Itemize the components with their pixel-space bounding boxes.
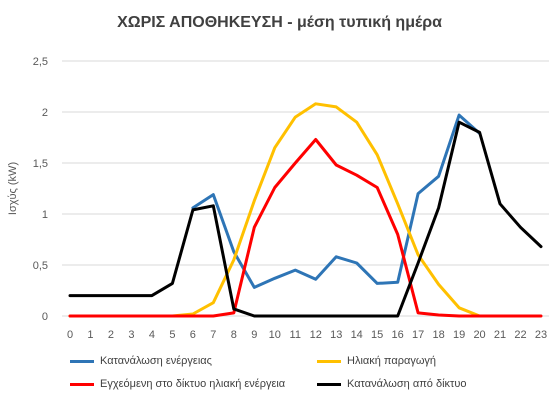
x-tick-label: 17 bbox=[412, 329, 424, 341]
legend-label: Κατανάλωση από δίκτυο bbox=[347, 378, 467, 390]
y-tick-label: 2,5 bbox=[33, 56, 48, 68]
x-tick-label: 23 bbox=[535, 329, 547, 341]
legend-item-consumption: Κατανάλωση ενέργειας bbox=[70, 355, 212, 367]
legend-swatch bbox=[317, 359, 341, 363]
x-tick-label: 16 bbox=[392, 329, 404, 341]
y-tick-label: 1,5 bbox=[33, 158, 48, 170]
legend-label: Κατανάλωση ενέργειας bbox=[100, 355, 212, 367]
y-tick-label: 0,5 bbox=[33, 260, 48, 272]
y-axis-label: Ισχύς (kW) bbox=[7, 162, 19, 215]
x-tick-label: 3 bbox=[128, 329, 134, 341]
x-tick-label: 15 bbox=[371, 329, 383, 341]
x-tick-label: 8 bbox=[231, 329, 237, 341]
x-tick-label: 5 bbox=[169, 329, 175, 341]
legend-swatch bbox=[70, 359, 94, 363]
legend-item-grid-consumption: Κατανάλωση από δίκτυο bbox=[317, 378, 467, 390]
legend-swatch bbox=[317, 382, 341, 386]
x-tick-label: 7 bbox=[210, 329, 216, 341]
x-tick-label: 20 bbox=[473, 329, 485, 341]
chart-title: ΧΩΡΙΣ ΑΠΟΘΗΚΕΥΣΗ - μέση τυπική ημέρα bbox=[117, 14, 442, 31]
x-tick-label: 13 bbox=[330, 329, 342, 341]
legend-item-solar-production: Ηλιακή παραγωγή bbox=[317, 355, 436, 367]
series-line-0 bbox=[191, 113, 482, 289]
x-tick-label: 0 bbox=[67, 329, 73, 341]
x-tick-labels: 0 1 2 3 4 5 6 7 8 9 10 11 12 13 14 15 16 17 18 19 20 21 22 23 bbox=[67, 329, 547, 341]
series-line-1 bbox=[68, 102, 482, 318]
x-tick-label: 14 bbox=[351, 329, 363, 341]
x-tick-label: 19 bbox=[453, 329, 465, 341]
series-line-2 bbox=[68, 138, 543, 318]
x-tick-label: 4 bbox=[149, 329, 155, 341]
y-tick-label: 0 bbox=[42, 311, 48, 323]
x-tick-label: 1 bbox=[87, 329, 93, 341]
x-tick-label: 9 bbox=[251, 329, 257, 341]
x-tick-label: 6 bbox=[190, 329, 196, 341]
x-tick-label: 11 bbox=[290, 329, 301, 341]
legend-label: Ηλιακή παραγωγή bbox=[347, 355, 437, 367]
y-tick-label: 1 bbox=[42, 209, 48, 221]
legend-label: Εγχεόμενη στο δίκτυο ηλιακή ενέργεια bbox=[100, 378, 286, 390]
legend-item-injected-solar: Εγχεόμενη στο δίκτυο ηλιακή ενέργεια bbox=[70, 378, 285, 390]
x-tick-label: 18 bbox=[432, 329, 444, 341]
x-tick-label: 10 bbox=[269, 329, 281, 341]
series-lines bbox=[68, 102, 543, 318]
x-tick-label: 22 bbox=[514, 329, 526, 341]
x-tick-label: 21 bbox=[494, 329, 506, 341]
x-tick-label: 12 bbox=[310, 329, 322, 341]
y-tick-labels: 0 0,5 1 1,5 2 2,5 bbox=[33, 56, 48, 323]
y-tick-label: 2 bbox=[42, 107, 48, 119]
series-line-3 bbox=[68, 120, 543, 318]
legend-swatch bbox=[70, 382, 94, 386]
gridlines bbox=[62, 60, 549, 317]
x-tick-label: 2 bbox=[108, 329, 114, 341]
